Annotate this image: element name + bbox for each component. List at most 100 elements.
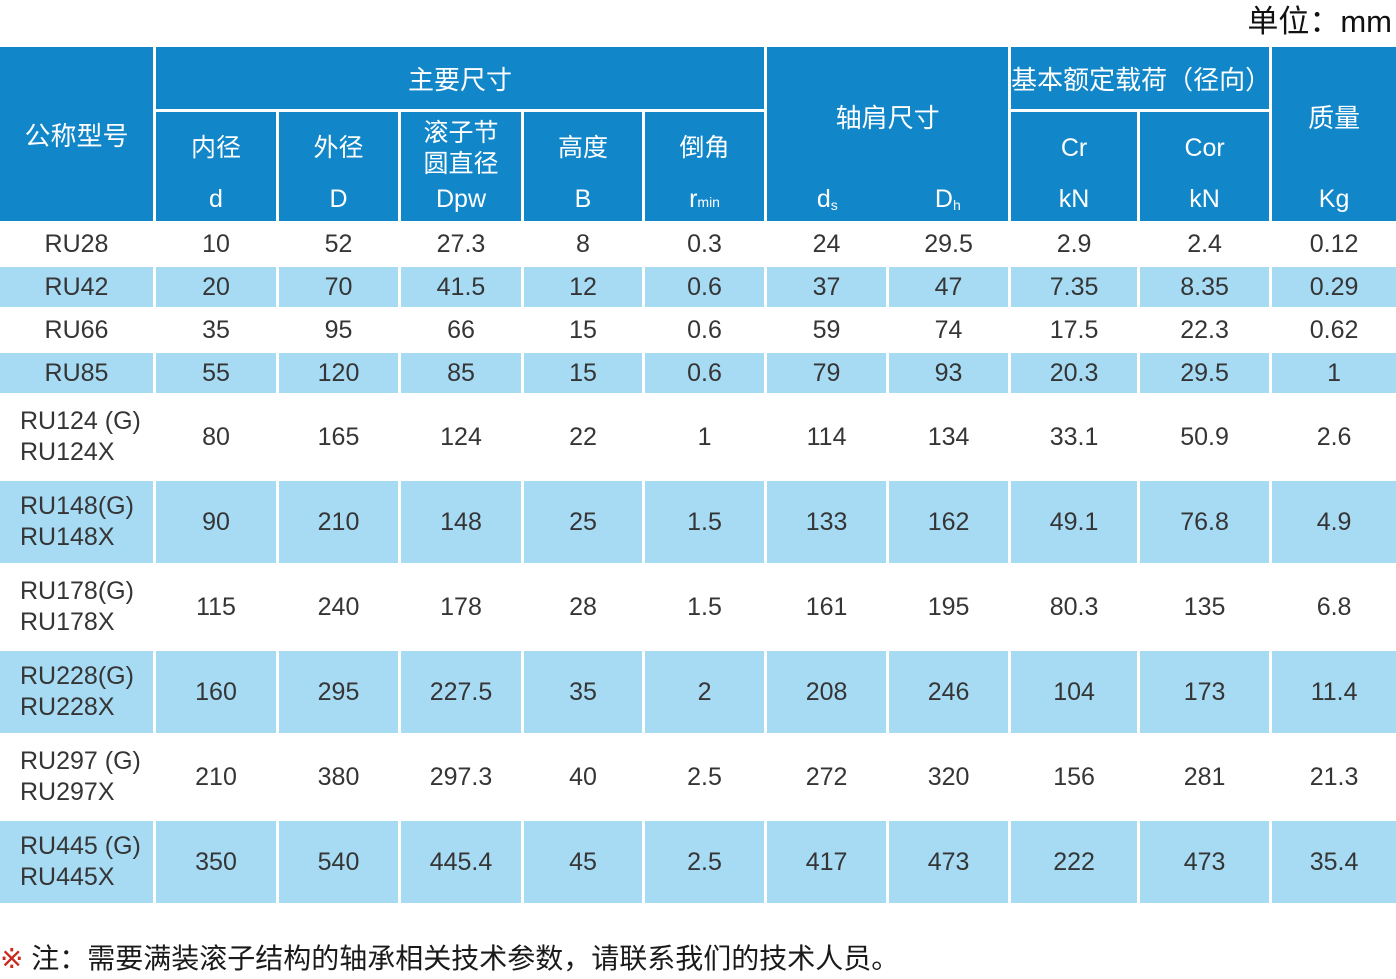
value-cell: 0.12 [1272,224,1396,264]
value-cell: 473 [1140,821,1270,903]
value-cell: 156 [1011,736,1138,818]
value-cell: 80.3 [1011,566,1138,648]
value-cell: 33.1 [1011,396,1138,478]
value-cell: 210 [156,736,276,818]
table-row: RU85 55 120 85 15 0.6 79 93 20.3 29.5 1 [0,353,1396,393]
value-cell: 29.5 [1140,353,1270,393]
value-cell: 178 [401,566,521,648]
table-row: RU28 10 52 27.3 8 0.3 24 29.5 2.9 2.4 0.12 [0,224,1396,264]
value-cell: 21.3 [1272,736,1396,818]
table-row: RU228(G) RU228X 160 295 227.5 35 2 208 246 104 173… [0,651,1396,733]
value-cell: 0.6 [645,267,765,307]
cr-unit: kN [1058,184,1090,213]
value-cell: 28 [524,566,642,648]
value-cell: 1 [645,396,765,478]
value-cell: 35 [524,651,642,733]
value-cell: 7.35 [1011,267,1138,307]
cor-unit: kN [1189,184,1220,213]
header-inner-diameter: 内径 d [156,112,276,221]
header-sub-row: 内径 d 外径 D 滚子节 圆直径 Dpw [0,112,1396,221]
height-symbol: B [574,184,592,213]
value-cell: 35 [156,310,276,350]
header-outer-diameter: 外径 D [279,112,398,221]
value-cell: 162 [889,481,1009,563]
value-cell: 85 [401,353,521,393]
value-cell: 2 [645,651,765,733]
value-cell: 0.62 [1272,310,1396,350]
value-cell: 76.8 [1140,481,1270,563]
bearing-spec-table: 公称型号 主要尺寸 轴肩尺寸 ds Dh 基本额定载荷（径向） [0,44,1396,906]
value-cell: 15 [524,353,642,393]
value-cell: 445.4 [401,821,521,903]
mass-unit: Kg [1318,184,1350,213]
outer-diameter-symbol: D [329,184,348,213]
value-cell: 240 [279,566,398,648]
shoulder-dims-label: 轴肩尺寸 [835,102,940,133]
value-cell: 114 [767,396,887,478]
value-cell: 1.5 [645,481,765,563]
chamfer-symbol: r min [689,184,720,213]
value-cell: 2.6 [1272,396,1396,478]
value-cell: 47 [889,267,1009,307]
value-cell: 2.5 [645,736,765,818]
value-cell: 41.5 [401,267,521,307]
mass-label: 质量 [1308,102,1361,133]
value-cell: 0.6 [645,310,765,350]
model-cell: RU297 (G) RU297X [0,736,153,818]
header-model: 公称型号 [0,47,153,221]
value-cell: 272 [767,736,887,818]
value-cell: 15 [524,310,642,350]
value-cell: 0.29 [1272,267,1396,307]
value-cell: 59 [767,310,887,350]
footnote-marker: ※ [0,943,24,974]
value-cell: 45 [524,821,642,903]
value-cell: 540 [279,821,398,903]
value-cell: 134 [889,396,1009,478]
value-cell: 17.5 [1011,310,1138,350]
value-cell: 297.3 [401,736,521,818]
value-cell: 195 [889,566,1009,648]
model-cell: RU228(G) RU228X [0,651,153,733]
value-cell: 281 [1140,736,1270,818]
value-cell: 25 [524,481,642,563]
model-cell: RU66 [0,310,153,350]
value-cell: 11.4 [1272,651,1396,733]
value-cell: 417 [767,821,887,903]
pitch-diameter-symbol: Dpw [435,184,486,213]
value-cell: 173 [1140,651,1270,733]
value-cell: 93 [889,353,1009,393]
value-cell: 27.3 [401,224,521,264]
value-cell: 104 [1011,651,1138,733]
value-cell: 2.4 [1140,224,1270,264]
table-body: RU28 10 52 27.3 8 0.3 24 29.5 2.9 2.4 0.12 RU42 20 70… [0,224,1396,903]
value-cell: 0.3 [645,224,765,264]
header-cor: Cor kN [1140,112,1270,221]
header-roller-pitch-diameter: 滚子节 圆直径 Dpw [401,112,521,221]
value-cell: 37 [767,267,887,307]
value-cell: 22 [524,396,642,478]
value-cell: 66 [401,310,521,350]
value-cell: 2.9 [1011,224,1138,264]
header-cr: Cr kN [1011,112,1138,221]
value-cell: 52 [279,224,398,264]
model-cell: RU42 [0,267,153,307]
footnote-text: 注：需要满装滚子结构的轴承相关技术参数，请联系我们的技术人员。 [23,943,900,974]
value-cell: 12 [524,267,642,307]
header-load-rating: 基本额定载荷（径向） [1011,47,1271,109]
value-cell: 90 [156,481,276,563]
value-cell: 20.3 [1011,353,1138,393]
value-cell: 49.1 [1011,481,1138,563]
value-cell: 80 [156,396,276,478]
value-cell: 1 [1272,353,1396,393]
value-cell: 29.5 [889,224,1009,264]
value-cell: 246 [889,651,1009,733]
value-cell: 148 [401,481,521,563]
value-cell: 161 [767,566,887,648]
value-cell: 473 [889,821,1009,903]
value-cell: 10 [156,224,276,264]
model-cell: RU178(G) RU178X [0,566,153,648]
table-wrap: 公称型号 主要尺寸 轴肩尺寸 ds Dh 基本额定载荷（径向） [0,44,1396,906]
value-cell: 320 [889,736,1009,818]
value-cell: 70 [279,267,398,307]
value-cell: 210 [279,481,398,563]
